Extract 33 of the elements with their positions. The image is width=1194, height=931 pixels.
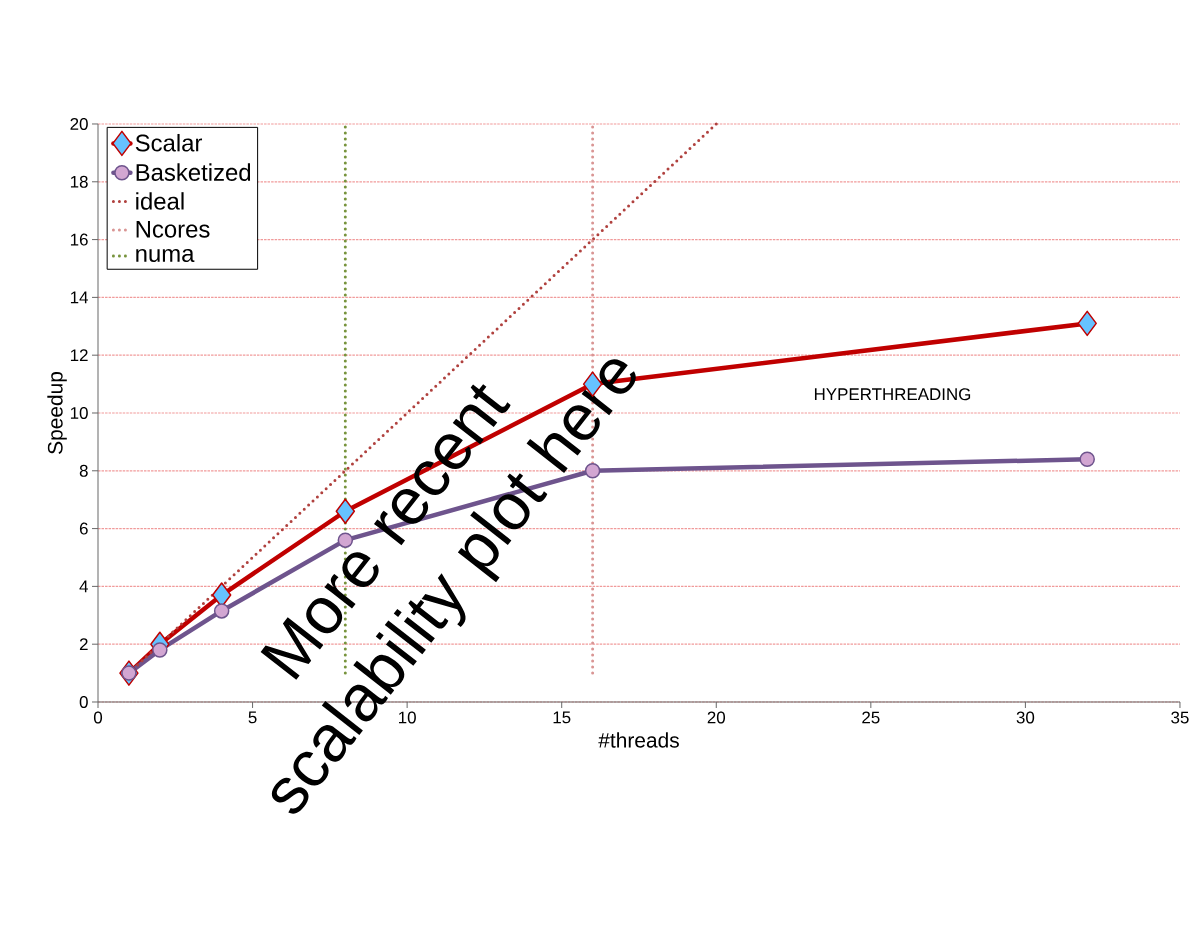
legend-label: Ncores [136,220,210,238]
x-tick-label: 35 [1171,711,1189,724]
x-axis-title: #threads [598,732,679,748]
legend-label: Basketized [136,163,251,181]
x-tick-label: 5 [248,711,257,724]
legend-label: numa [136,248,195,263]
y-axis-title: Speedup [47,372,67,454]
legend-label: Scalar [135,133,203,152]
y-tick-label: 2 [79,638,88,651]
y-tick-label: 10 [70,406,88,419]
annotation: HYPERTHREADING [814,388,971,401]
point [121,665,137,681]
legend-label: ideal [136,192,184,210]
x-tick-label: 25 [862,711,880,724]
point [1077,310,1097,337]
x-tick-label: 0 [93,711,103,724]
point [213,603,230,619]
x-tick-label: 20 [707,711,726,724]
y-tick-label: 12 [70,349,88,362]
y-tick-label: 20 [70,117,88,130]
y-tick-label: 6 [79,522,88,535]
y-tick-label: 14 [70,291,88,304]
y-tick-label: 0 [79,695,88,708]
x-tick-label: 15 [553,711,571,724]
point [152,642,168,658]
point [337,532,354,548]
y-tick-label: 8 [79,464,88,477]
point [1079,451,1095,467]
y-tick-label: 18 [70,175,88,188]
y-tick-label: 16 [70,233,88,246]
x-tick-label: 30 [1016,711,1035,724]
y-tick-label: 4 [79,580,88,593]
point [335,498,356,524]
